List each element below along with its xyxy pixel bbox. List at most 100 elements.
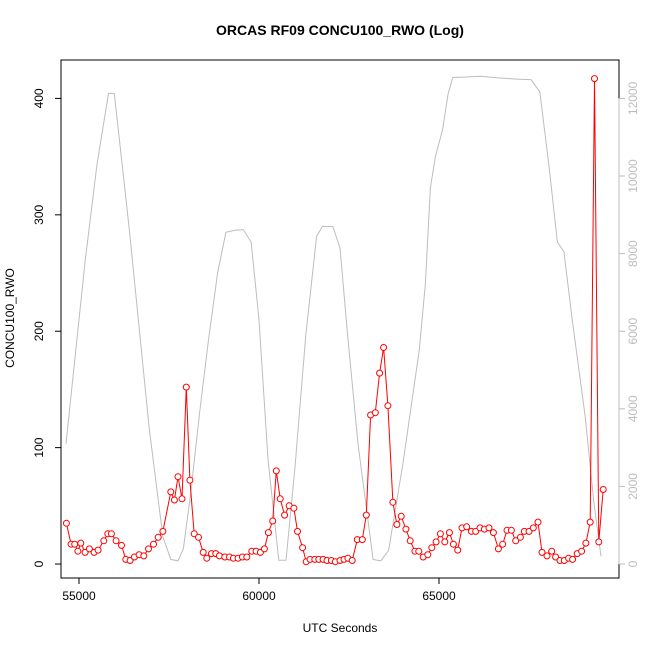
concentration-point — [512, 537, 520, 545]
concentration-point — [494, 545, 502, 553]
concentration-point — [582, 539, 590, 547]
concentration-point — [384, 402, 392, 410]
altitude-series — [65, 75, 602, 562]
concentration-point — [529, 524, 537, 532]
y2-tick-label: 2000 — [626, 473, 640, 500]
concentration-point — [186, 476, 194, 484]
concentration-point — [432, 538, 440, 546]
concentration-line — [65, 78, 604, 563]
concentration-point — [100, 537, 108, 545]
concentration-point — [112, 537, 120, 545]
concentration-point — [281, 511, 289, 519]
concentration-point — [569, 555, 577, 563]
y-tick-label: 200 — [32, 321, 46, 341]
concentration-point — [507, 526, 515, 534]
x-tick-label: 65000 — [422, 589, 456, 603]
concentration-point — [499, 540, 507, 548]
concentration-point — [118, 541, 125, 549]
concentration-point — [170, 496, 178, 504]
concentration-point — [71, 540, 79, 548]
concentration-point — [358, 536, 366, 544]
concentration-point — [243, 553, 251, 561]
y2-axis: 0 2000 4000 6000 8000 10000 12000 — [618, 81, 640, 567]
concentration-point — [449, 540, 457, 548]
concentration-point — [397, 512, 405, 520]
x-tick-label: 55000 — [62, 589, 96, 603]
y-axis: 0 100 200 300 400 — [32, 88, 62, 567]
concentration-point — [77, 539, 85, 547]
y-tick-label: 100 — [32, 437, 46, 457]
concentration-point — [415, 547, 423, 555]
concentration-point — [167, 488, 175, 496]
concentration-point — [195, 533, 202, 541]
y-axis-label: CONCU100_RWO — [3, 268, 17, 368]
concentration-point — [85, 545, 93, 553]
concentration-point — [534, 518, 542, 526]
concentration-point — [463, 523, 471, 531]
concentration-point — [389, 498, 397, 506]
concentration-point — [178, 495, 186, 503]
concentration-point — [441, 538, 449, 546]
concentration-point — [599, 486, 607, 493]
concentration-point — [74, 547, 82, 555]
y-tick-label: 0 — [32, 560, 46, 567]
x-tick-label: 60000 — [242, 589, 276, 603]
concentration-point — [543, 552, 551, 560]
concentration-point — [548, 547, 556, 555]
x-axis-label: UTC Seconds — [303, 621, 378, 635]
concentration-point — [272, 467, 280, 475]
concentration-point — [174, 473, 182, 481]
y2-tick-label: 12000 — [626, 81, 640, 115]
y2-tick-label: 6000 — [626, 318, 640, 345]
concentration-point — [552, 553, 560, 561]
concentration-point — [159, 527, 167, 535]
x-axis: 55000 60000 65000 — [62, 577, 456, 603]
plot-frame — [60, 59, 620, 579]
concentration-point — [485, 524, 493, 532]
concentration-point — [140, 552, 148, 560]
altitude-line — [65, 75, 602, 562]
concentration-point — [402, 525, 410, 533]
concentration-point — [591, 75, 598, 83]
concentration-point — [94, 546, 102, 554]
concentration-point — [578, 547, 586, 555]
concentration-point — [428, 544, 436, 552]
concentration-point — [260, 545, 268, 553]
concentration-point — [376, 369, 384, 377]
concentration-point — [199, 548, 207, 556]
concentration-point — [424, 551, 432, 559]
concentration-point — [107, 530, 115, 538]
y-tick-label: 400 — [32, 88, 46, 108]
y2-tick-label: 10000 — [626, 159, 640, 193]
concentration-point — [380, 344, 388, 351]
concentration-point — [150, 540, 157, 548]
concentration-point — [586, 518, 594, 526]
concentration-point — [348, 557, 356, 564]
concentration-point — [595, 538, 603, 546]
concentration-point — [182, 383, 190, 391]
chart-title: ORCAS RF09 CONCU100_RWO (Log) — [216, 22, 464, 38]
concentration-point — [269, 517, 277, 525]
concentration-point — [362, 511, 370, 519]
concentration-point — [290, 504, 298, 512]
concentration-point — [276, 495, 284, 503]
concentration-point — [393, 521, 401, 528]
concentration-point — [406, 537, 414, 545]
concentration-point — [489, 529, 497, 537]
y-tick-label: 300 — [32, 204, 46, 224]
concentration-point — [454, 546, 462, 554]
concentration-point — [154, 533, 162, 541]
concentration-point — [436, 530, 444, 538]
y2-tick-label: 8000 — [626, 240, 640, 267]
concentration-point — [299, 544, 307, 552]
concentration-series — [62, 75, 607, 566]
concentration-point — [445, 529, 453, 537]
concentration-point — [371, 409, 379, 417]
concentration-point — [62, 519, 70, 527]
concentration-point — [145, 545, 152, 553]
concentration-point — [203, 554, 211, 562]
concentration-point — [516, 533, 524, 541]
y2-tick-label: 0 — [626, 560, 640, 567]
